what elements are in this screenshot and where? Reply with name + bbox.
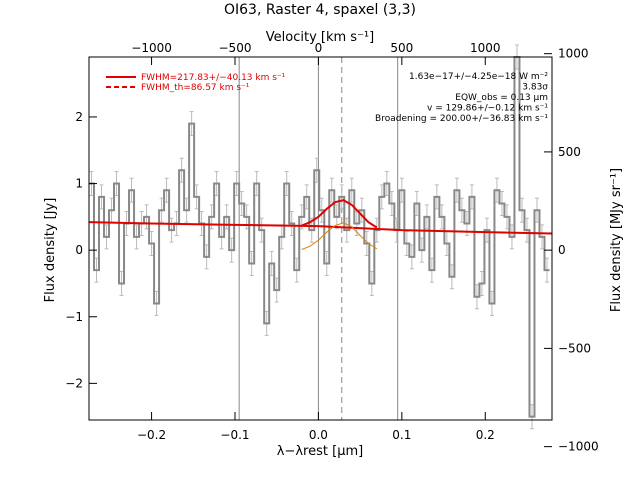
y-axis-label-left: Flux density [Jy] — [43, 198, 58, 303]
gaussian_component-line — [301, 222, 378, 250]
y-axis-label-right: Flux density [MJy sr⁻¹] — [609, 168, 624, 312]
y-tick-label: 2 — [75, 110, 83, 124]
chart-title: OI63, Raster 4, spaxel (3,3) — [224, 2, 416, 18]
top-tick-label: 500 — [390, 41, 413, 55]
right-tick-label: 500 — [558, 145, 581, 159]
x-tick-label: 0.0 — [309, 428, 328, 442]
right-tick-label: −500 — [558, 341, 591, 355]
y-tick-label: −2 — [65, 376, 83, 390]
spectrum-line — [89, 56, 550, 418]
top-tick-label: −500 — [219, 41, 252, 55]
y-tick-label: −1 — [65, 310, 83, 324]
fit-annotation: v = 129.86+/−0.12 km s⁻¹ — [427, 104, 548, 114]
fit-annotation: 3.83σ — [522, 83, 548, 93]
legend-label: FWHM_th=86.57 km s⁻¹ — [141, 83, 250, 93]
top-tick-label: 0 — [315, 41, 323, 55]
legend-label: FWHM=217.83+/−40.13 km s⁻¹ — [141, 73, 286, 83]
x-tick-label: −0.2 — [137, 428, 166, 442]
top-tick-label: 1000 — [470, 41, 501, 55]
y-tick-label: 1 — [75, 177, 83, 191]
plot-frame — [88, 56, 553, 421]
total_fit-line — [301, 199, 378, 229]
right-tick-label: 0 — [558, 243, 566, 257]
fit-annotation: EQW_obs = 0.13 μm — [455, 93, 548, 103]
x-tick-label: 0.1 — [392, 428, 411, 442]
continuum-line — [88, 221, 553, 235]
right-tick-label: 1000 — [558, 47, 589, 61]
y-tick-label: 0 — [75, 243, 83, 257]
top-axis-label: Velocity [km s⁻¹] — [266, 30, 374, 45]
top-tick-label: −1000 — [131, 41, 172, 55]
fit-annotation: 1.63e−17+/−4.25e−18 W m⁻² — [409, 72, 548, 82]
x-tick-label: −0.1 — [220, 428, 249, 442]
fit-annotation: Broadening = 200.00+/−36.83 km s⁻¹ — [375, 114, 548, 124]
right-tick-label: −1000 — [558, 440, 599, 454]
x-axis-label: λ−λrest [μm] — [277, 444, 363, 459]
x-tick-label: 0.2 — [476, 428, 495, 442]
